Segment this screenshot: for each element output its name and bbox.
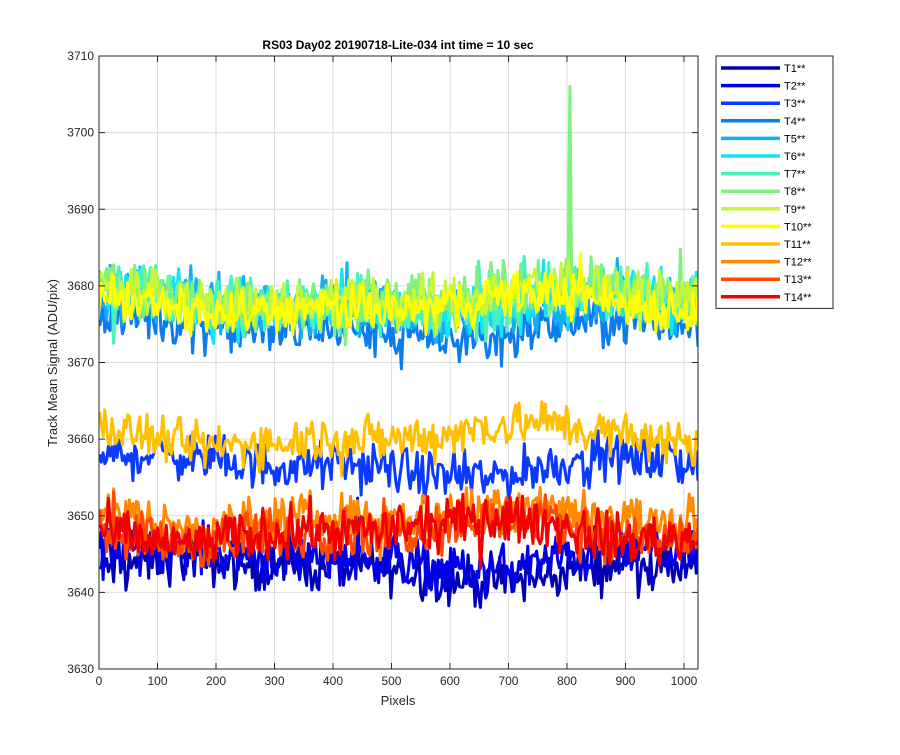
series-line-10 (99, 252, 698, 338)
legend-label-7: T7** (784, 169, 806, 181)
y-tick-label-2: 3650 (67, 509, 94, 523)
x-tick-label-5: 500 (381, 674, 401, 688)
x-tick-label-1: 100 (147, 674, 167, 688)
series-line-11 (99, 400, 698, 478)
tick-labels: 0 100 200 300 400 500 600 700 800 900 1000 3630 3640… (67, 49, 697, 688)
y-tick-label-5: 3680 (67, 279, 94, 293)
chart-title: RS03 Day02 20190718-Lite-034 int time = … (262, 38, 533, 52)
series-line-3 (99, 429, 698, 504)
y-tick-label-6: 3690 (67, 202, 94, 216)
legend-label-3: T3** (784, 98, 806, 110)
y-tick-label-8: 3710 (67, 49, 94, 63)
series-line-14 (99, 492, 698, 571)
legend-label-12: T12** (784, 257, 812, 269)
y-axis-label: Track Mean Signal (ADU/pix) (45, 279, 60, 447)
legend-label-1: T1** (784, 63, 806, 75)
legend-label-8: T8** (784, 186, 806, 198)
x-tick-label-0: 0 (96, 674, 103, 688)
y-tick-label-7: 3700 (67, 126, 94, 140)
legend-label-6: T6** (784, 151, 806, 163)
y-tick-label-4: 3670 (67, 356, 94, 370)
x-axis-label: Pixels (381, 693, 416, 708)
legend-label-4: T4** (784, 116, 806, 128)
x-tick-label-4: 400 (323, 674, 343, 688)
x-tick-label-2: 200 (206, 674, 226, 688)
legend: T1** T2** T3** T4** T5** T6** T7** T8** T9** T10*… (715, 55, 834, 309)
y-tick-label-0: 3630 (67, 662, 94, 676)
y-tick-label-3: 3660 (67, 432, 94, 446)
x-tick-label-3: 300 (264, 674, 284, 688)
legend-label-11: T11** (784, 239, 811, 251)
x-tick-label-8: 800 (557, 674, 577, 688)
x-tick-label-9: 900 (615, 674, 635, 688)
legend-label-10: T10** (784, 221, 812, 233)
legend-label-14: T14** (784, 292, 812, 304)
legend-label-9: T9** (784, 204, 806, 216)
axes (98, 55, 699, 670)
x-tick-label-7: 700 (498, 674, 518, 688)
y-tick-label-1: 3640 (67, 585, 94, 599)
legend-label-5: T5** (784, 133, 806, 145)
legend-box (715, 55, 834, 309)
x-tick-label-10: 1000 (671, 674, 698, 688)
x-tick-label-6: 600 (440, 674, 460, 688)
legend-label-2: T2** (784, 81, 806, 93)
legend-label-13: T13** (784, 274, 812, 286)
series-lines (99, 85, 698, 609)
